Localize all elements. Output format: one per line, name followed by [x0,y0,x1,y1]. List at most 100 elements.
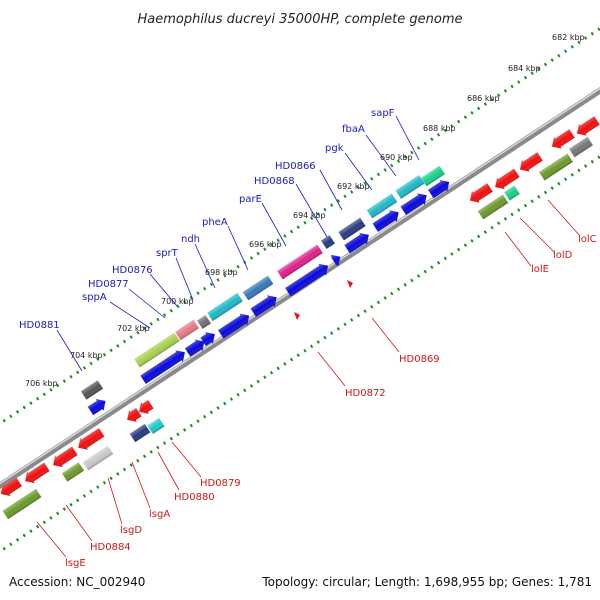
gene-feature [338,217,366,241]
gene-label-HD0876: HD0876 [112,265,153,276]
gene-label-HD0881: HD0881 [19,320,60,331]
gene-feature [395,175,425,199]
gene-shade [82,445,114,471]
gene-label-lsgE: lsgE [65,558,86,569]
gene-shade [344,232,369,254]
gene-feature [285,263,329,297]
gene-shade [61,462,85,482]
gene-shade [576,116,600,136]
gene-shade [129,423,151,443]
gene-feature [400,193,427,215]
gene-feature [428,179,450,199]
gene-label-HD0879: HD0879 [200,478,241,489]
gene-shade [469,183,493,203]
gene-feature [61,462,85,482]
gene-feature [127,407,142,422]
gene-shade [2,488,42,520]
gene-labels-bottom: HD0869 HD0872 lolC lolD lolE HD0879 HD08… [65,234,597,569]
gene-label-HD0884: HD0884 [90,542,131,553]
kbp-label: 698 kbp [205,268,238,277]
gene-label-HD0868: HD0868 [254,176,295,187]
gene-shade [25,462,50,484]
gene-shade [140,350,185,384]
tick-track-line [0,26,600,426]
gene-shade [197,315,211,329]
gene-feature [82,445,114,471]
map-title: Haemophilus ducreyi 35000HP, complete ge… [137,12,462,27]
gene-feature [140,350,185,384]
kbp-label: 688 kbp [423,124,456,133]
gene-feature [469,183,493,203]
gene-shade [372,210,399,232]
kbp-label: 684 kbp [508,64,541,73]
gene-feature [184,339,205,357]
gene-feature [242,275,274,301]
gene-feature [330,254,341,267]
gene-shade [250,295,277,317]
gene-shade [147,417,165,435]
kbp-label: 700 kbp [161,297,194,306]
gene-shade [519,152,543,172]
gene-shade [78,428,105,450]
gene-shade [175,319,199,341]
gene-feature [139,399,154,414]
gene-shade [139,399,154,414]
gene-shade [277,244,323,280]
gene-shade [495,168,520,190]
kbp-label: 682 kbp [552,33,585,42]
gene-label-sppA: sppA [82,292,107,303]
gene-shade [338,217,366,241]
gene-shade [127,407,142,422]
gene-shade [539,153,573,181]
gene-shade [87,399,106,416]
gene-shade [0,477,22,497]
gene-feature [519,152,543,172]
gene-label-ndh: ndh [181,234,200,245]
trna-marker [294,312,300,320]
kbp-label: 702 kbp [117,324,150,333]
kbp-label: 686 kbp [467,94,500,103]
gene-shade [53,446,78,468]
gene-shade [400,193,427,215]
gene-label-lolD: lolD [553,250,573,261]
gene-feature [569,136,593,158]
gene-label-sapF: sapF [371,108,395,119]
gene-shade [218,313,250,339]
gene-feature [197,315,211,329]
gene-shade [428,179,450,199]
gene-shade [207,292,243,322]
gene-feature [421,165,445,187]
gene-label-lolE: lolE [531,264,549,275]
gene-label-HD0880: HD0880 [174,492,215,503]
gene-labels-top: sapF fbaA pgk HD0866 HD0868 parE pheA nd… [19,108,395,331]
gene-feature [129,423,151,443]
gene-label-HD0866: HD0866 [275,161,316,172]
gene-feature [321,235,335,249]
gene-shade [80,380,104,400]
kbp-label: 694 kbp [293,211,326,220]
gene-feature [147,417,165,435]
gene-label-HD0877: HD0877 [88,279,129,290]
kbp-label: 706 kbp [25,379,58,388]
gene-shade [285,263,329,297]
gene-feature [539,153,573,181]
gene-feature [207,292,243,322]
label-leaders [36,115,581,558]
gene-shade [569,136,593,158]
gene-label-pheA: pheA [202,217,228,228]
gene-shade [504,185,520,201]
gene-feature [495,168,520,190]
gene-feature [551,129,575,149]
gene-feature [175,319,199,341]
gene-feature [87,399,106,416]
gene-shade [551,129,575,149]
gene-shade [421,165,445,187]
gene-label-lsgD: lsgD [120,525,142,536]
gene-shade [330,254,341,267]
gene-shade [134,332,180,368]
gene-shade [366,193,398,219]
gene-label-HD0872: HD0872 [345,388,386,399]
gene-feature [0,477,22,497]
gene-feature [134,332,180,368]
